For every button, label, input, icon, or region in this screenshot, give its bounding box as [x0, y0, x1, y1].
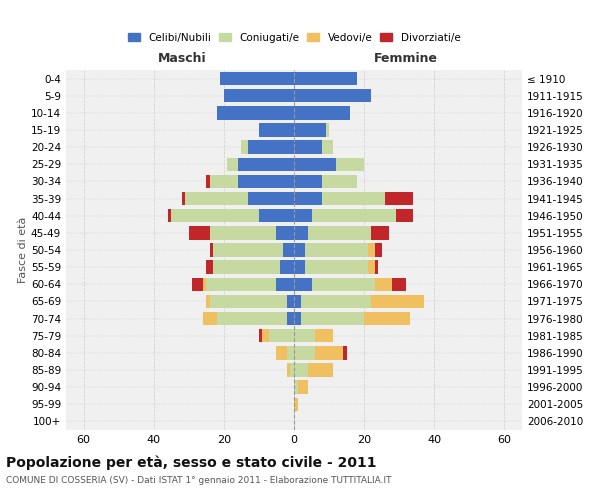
Bar: [217, 312, 287, 326]
Bar: [315, 329, 332, 342]
Bar: [277, 346, 287, 360]
Bar: [294, 244, 305, 256]
Bar: [259, 124, 294, 136]
Text: Maschi: Maschi: [157, 52, 206, 65]
Bar: [294, 364, 308, 376]
Bar: [206, 278, 277, 291]
Bar: [294, 380, 298, 394]
Bar: [287, 312, 294, 326]
Bar: [189, 226, 210, 239]
Bar: [315, 346, 343, 360]
Bar: [294, 174, 322, 188]
Bar: [392, 278, 406, 291]
Bar: [294, 106, 350, 120]
Bar: [227, 158, 238, 171]
Bar: [305, 244, 368, 256]
Bar: [294, 398, 298, 411]
Bar: [301, 312, 364, 326]
Bar: [214, 244, 283, 256]
Bar: [294, 260, 305, 274]
Bar: [287, 346, 294, 360]
Bar: [283, 244, 294, 256]
Bar: [294, 226, 308, 239]
Bar: [294, 346, 315, 360]
Bar: [238, 158, 294, 171]
Bar: [336, 158, 364, 171]
Bar: [396, 209, 413, 222]
Bar: [277, 278, 294, 291]
Bar: [277, 226, 294, 239]
Bar: [259, 329, 262, 342]
Bar: [371, 226, 389, 239]
Bar: [220, 72, 294, 86]
Bar: [326, 124, 329, 136]
Bar: [287, 294, 294, 308]
Bar: [294, 329, 315, 342]
Bar: [214, 260, 280, 274]
Bar: [308, 226, 371, 239]
Bar: [311, 278, 374, 291]
Bar: [371, 294, 424, 308]
Bar: [322, 140, 332, 154]
Bar: [294, 72, 357, 86]
Text: Femmine: Femmine: [374, 52, 438, 65]
Text: COMUNE DI COSSERIA (SV) - Dati ISTAT 1° gennaio 2011 - Elaborazione TUTTITALIA.I: COMUNE DI COSSERIA (SV) - Dati ISTAT 1° …: [6, 476, 392, 485]
Bar: [192, 278, 203, 291]
Bar: [374, 260, 378, 274]
Bar: [364, 312, 410, 326]
Bar: [203, 278, 206, 291]
Legend: Celibi/Nubili, Coniugati/e, Vedovi/e, Divorziati/e: Celibi/Nubili, Coniugati/e, Vedovi/e, Di…: [124, 28, 464, 46]
Bar: [385, 192, 413, 205]
Bar: [210, 294, 287, 308]
Bar: [168, 209, 171, 222]
Bar: [368, 244, 374, 256]
Bar: [374, 278, 392, 291]
Bar: [210, 244, 214, 256]
Bar: [294, 209, 311, 222]
Bar: [241, 140, 248, 154]
Bar: [182, 192, 185, 205]
Bar: [248, 140, 294, 154]
Bar: [287, 364, 290, 376]
Bar: [210, 174, 238, 188]
Bar: [238, 174, 294, 188]
Bar: [322, 192, 385, 205]
Text: Popolazione per età, sesso e stato civile - 2011: Popolazione per età, sesso e stato civil…: [6, 455, 377, 469]
Bar: [259, 209, 294, 222]
Bar: [290, 364, 294, 376]
Bar: [280, 260, 294, 274]
Bar: [185, 192, 248, 205]
Bar: [262, 329, 269, 342]
Bar: [206, 174, 210, 188]
Bar: [298, 380, 308, 394]
Bar: [224, 89, 294, 102]
Bar: [294, 124, 326, 136]
Bar: [294, 278, 311, 291]
Bar: [294, 294, 301, 308]
Bar: [248, 192, 294, 205]
Bar: [206, 294, 210, 308]
Y-axis label: Fasce di età: Fasce di età: [18, 217, 28, 283]
Bar: [322, 174, 357, 188]
Bar: [311, 209, 396, 222]
Bar: [305, 260, 368, 274]
Bar: [294, 89, 371, 102]
Bar: [203, 312, 217, 326]
Bar: [294, 192, 322, 205]
Bar: [368, 260, 374, 274]
Bar: [269, 329, 294, 342]
Bar: [294, 140, 322, 154]
Bar: [294, 312, 301, 326]
Bar: [294, 158, 336, 171]
Bar: [206, 260, 214, 274]
Bar: [308, 364, 332, 376]
Bar: [171, 209, 259, 222]
Bar: [301, 294, 371, 308]
Bar: [374, 244, 382, 256]
Bar: [217, 106, 294, 120]
Bar: [210, 226, 277, 239]
Bar: [343, 346, 347, 360]
